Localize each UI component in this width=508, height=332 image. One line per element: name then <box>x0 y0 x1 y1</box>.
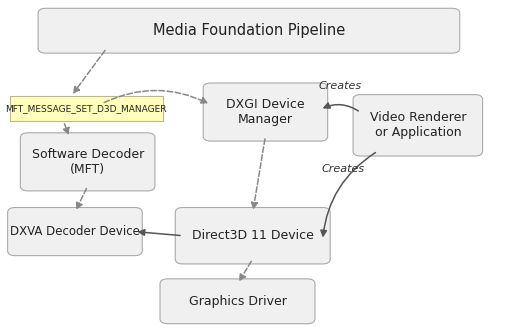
Text: Creates: Creates <box>322 164 364 174</box>
FancyBboxPatch shape <box>38 8 460 53</box>
Text: DXVA Decoder Device: DXVA Decoder Device <box>10 225 140 238</box>
Text: Graphics Driver: Graphics Driver <box>188 295 287 308</box>
Text: Software Decoder
(MFT): Software Decoder (MFT) <box>31 148 144 176</box>
FancyBboxPatch shape <box>20 133 155 191</box>
Text: MFT_MESSAGE_SET_D3D_MANAGER: MFT_MESSAGE_SET_D3D_MANAGER <box>6 104 167 113</box>
FancyBboxPatch shape <box>175 208 330 264</box>
FancyBboxPatch shape <box>203 83 328 141</box>
Text: Media Foundation Pipeline: Media Foundation Pipeline <box>153 23 345 38</box>
Text: Video Renderer
or Application: Video Renderer or Application <box>370 111 466 139</box>
FancyBboxPatch shape <box>353 95 483 156</box>
FancyBboxPatch shape <box>10 96 163 121</box>
Text: DXGI Device
Manager: DXGI Device Manager <box>226 98 305 126</box>
FancyBboxPatch shape <box>160 279 315 324</box>
Text: Creates: Creates <box>319 81 362 91</box>
Text: Direct3D 11 Device: Direct3D 11 Device <box>192 229 313 242</box>
FancyBboxPatch shape <box>8 208 142 256</box>
